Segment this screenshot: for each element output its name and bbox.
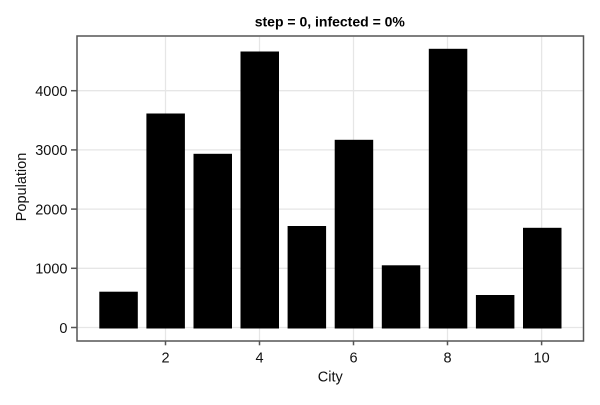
svg-text:8: 8 — [443, 351, 451, 367]
svg-text:2000: 2000 — [35, 202, 67, 218]
svg-text:4000: 4000 — [35, 84, 67, 100]
svg-text:6: 6 — [349, 351, 357, 367]
svg-text:step = 0, infected = 0%: step = 0, infected = 0% — [255, 14, 406, 30]
svg-text:Population: Population — [14, 153, 30, 222]
svg-text:10: 10 — [534, 351, 550, 367]
svg-text:4: 4 — [255, 351, 263, 367]
svg-text:0: 0 — [59, 321, 67, 337]
svg-text:City: City — [318, 370, 344, 386]
svg-text:1000: 1000 — [35, 262, 67, 278]
svg-text:3000: 3000 — [35, 143, 67, 159]
svg-text:2: 2 — [161, 351, 169, 367]
